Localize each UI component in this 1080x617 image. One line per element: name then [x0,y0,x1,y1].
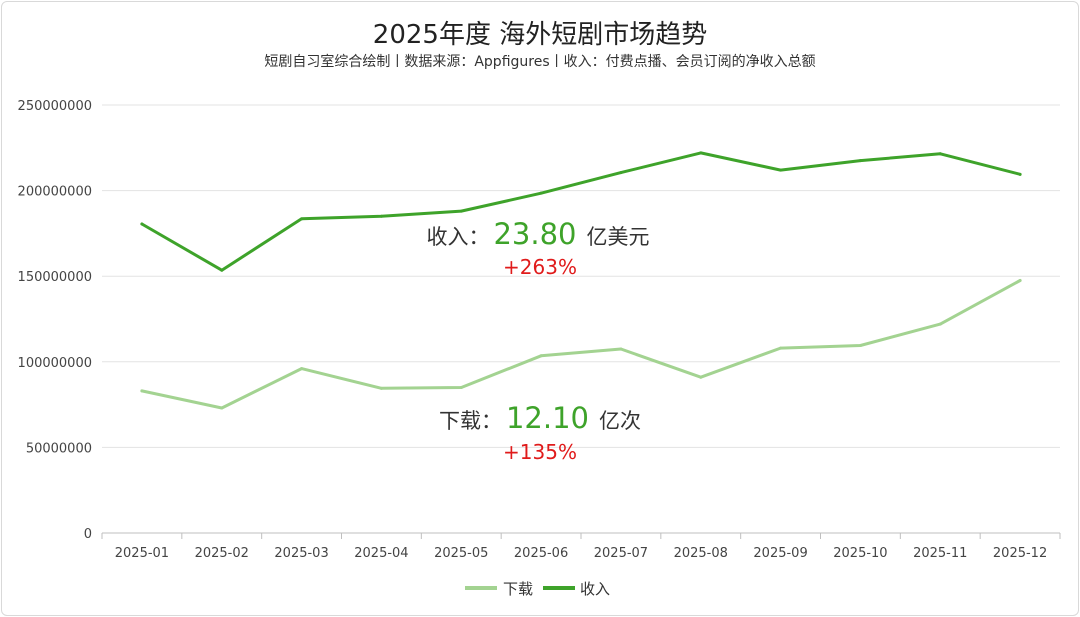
data-point [1018,172,1022,176]
data-point [459,385,463,389]
data-point [779,346,783,350]
data-point [938,322,942,326]
x-tick-label: 2025-06 [514,546,568,561]
x-axis: 2025-01 2025-02 2025-03 2025-04 2025-05 2025-… [101,532,1061,561]
data-point [858,344,862,348]
data-point [619,347,623,351]
y-tick-label: 50000000 [26,441,92,456]
x-tick-label: 2025-08 [674,546,728,561]
data-point [379,214,383,218]
chart-subtitle: 短剧自习室综合绘制丨数据来源：Appfigures丨收入：付费点播、会员订阅的净… [264,53,815,70]
x-tick-label: 2025-03 [274,546,328,561]
legend-label: 下载 [503,580,533,598]
data-point [220,268,224,272]
x-tick-label: 2025-11 [913,546,967,561]
data-point [300,217,304,221]
downloads-annotation: 下载： 12.10 亿次 +135% [439,401,641,464]
x-tick-label: 2025-01 [115,546,169,561]
data-point [1018,278,1022,282]
data-point [858,159,862,163]
y-axis-ticks: 0 50000000 100000000 150000000 200000000 2500… [18,99,92,542]
y-tick-label: 150000000 [18,270,92,285]
y-tick-label: 0 [84,527,92,542]
data-point [140,222,144,226]
legend: 下载 收入 [465,580,610,598]
revenue-annotation-unit: 亿美元 [587,225,650,249]
x-tick-label: 2025-02 [195,546,249,561]
data-point [539,354,543,358]
x-tick-label: 2025-09 [753,546,807,561]
data-point [379,386,383,390]
series-line-1 [140,151,1022,272]
data-point [699,375,703,379]
x-tick-label: 2025-12 [993,546,1047,561]
gridlines [102,104,1060,448]
data-point [699,151,703,155]
y-tick-label: 200000000 [18,185,92,200]
data-point [938,152,942,156]
data-point [220,406,224,410]
data-point [539,191,543,195]
series-lines [140,151,1022,410]
x-tick-label: 2025-05 [434,546,488,561]
revenue-annotation-value: 23.80 [493,217,576,251]
data-point [300,367,304,371]
downloads-annotation-label: 下载： [439,409,502,433]
data-point [779,168,783,172]
y-tick-label: 250000000 [18,99,92,114]
data-point [619,171,623,175]
downloads-annotation-unit: 亿次 [599,409,641,433]
legend-label: 收入 [580,580,610,598]
x-tick-label: 2025-04 [354,546,408,561]
revenue-change-label: +263% [503,255,577,279]
data-point [140,389,144,393]
series-line-0 [140,279,1022,410]
x-tick-label: 2025-10 [833,546,887,561]
data-point [459,209,463,213]
revenue-annotation: 收入： 23.80 亿美元 +263% [426,217,649,279]
x-tick-label: 2025-07 [594,546,648,561]
y-tick-label: 100000000 [18,356,92,371]
revenue-annotation-label: 收入： [426,225,489,249]
downloads-annotation-value: 12.10 [506,401,589,435]
downloads-change-label: +135% [503,440,577,464]
chart-title: 2025年度 海外短剧市场趋势 [373,20,707,50]
